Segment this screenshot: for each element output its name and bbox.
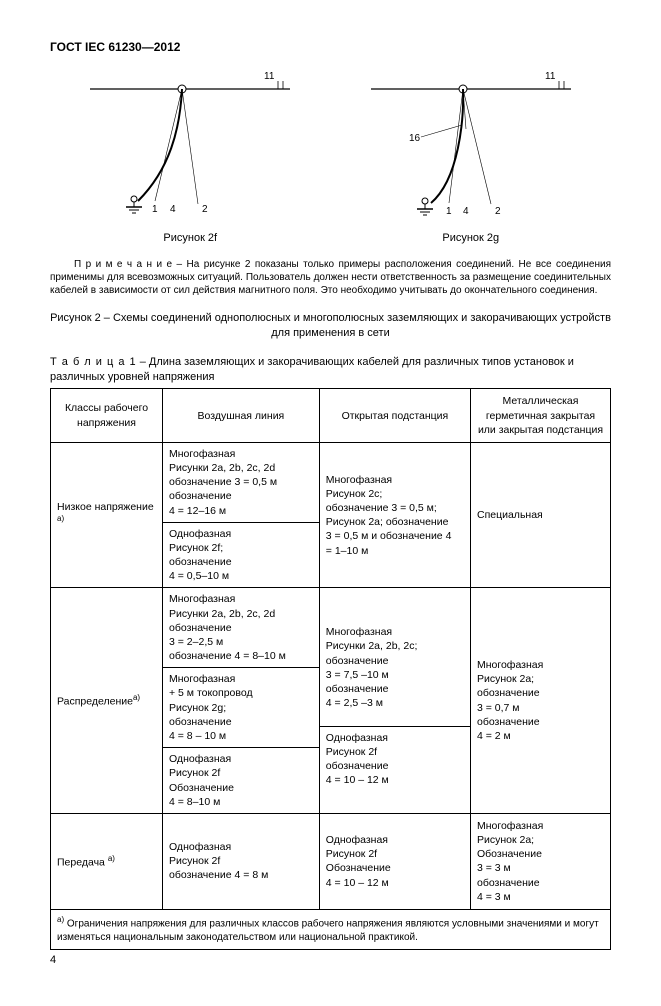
- th-class: Классы рабочего напряжения: [51, 389, 163, 443]
- cell-r1c4: Специальная: [470, 442, 610, 588]
- table-title-spaced: Т а б л и ц а 1: [50, 356, 137, 368]
- th-open-substation: Открытая подстанция: [319, 389, 470, 443]
- cell-r3c2: ОднофазнаяРисунок 2fобозначение 4 = 8 м: [163, 813, 320, 909]
- figure-2f-svg: 11 1 4 2: [80, 69, 300, 219]
- cell-r2c4: МногофазнаяРисунок 2a;обозначение3 = 0,7…: [470, 588, 610, 813]
- svg-text:11: 11: [545, 71, 556, 82]
- th-overhead: Воздушная линия: [163, 389, 320, 443]
- figure-2f-caption: Рисунок 2f: [80, 232, 300, 244]
- table-row: Передача a) ОднофазнаяРисунок 2fобозначе…: [51, 813, 611, 909]
- cell-r1c1: Низкое напряжение a): [51, 442, 163, 588]
- cell-r1c2: МногофазнаяРисунки 2a, 2b, 2c, 2dобознач…: [163, 442, 320, 588]
- table-row: Низкое напряжение a) МногофазнаяРисунки …: [51, 442, 611, 588]
- svg-text:11: 11: [264, 71, 275, 82]
- cell-r2c3: МногофазнаяРисунки 2a, 2b, 2c;обозначени…: [319, 588, 470, 813]
- figure-2f: 11 1 4 2 Рисунок 2f: [80, 69, 300, 244]
- svg-text:4: 4: [170, 204, 176, 215]
- page-number: 4: [50, 954, 611, 966]
- table-header-row: Классы рабочего напряжения Воздушная лин…: [51, 389, 611, 443]
- table-title: Т а б л и ц а 1 – Длина заземляющих и за…: [50, 355, 611, 385]
- doc-header: ГОСТ IEC 61230—2012: [50, 40, 611, 54]
- figure-2g-caption: Рисунок 2g: [361, 232, 581, 244]
- table-footnote-row: a) Ограничения напряжения для различных …: [51, 909, 611, 949]
- svg-text:2: 2: [495, 206, 501, 217]
- note-text: П р и м е ч а н и е – На рисунке 2 показ…: [50, 258, 611, 297]
- svg-text:2: 2: [202, 204, 208, 215]
- svg-text:16: 16: [409, 133, 421, 144]
- cell-r3c3: ОднофазнаяРисунок 2fОбозначение 4 = 10 –…: [319, 813, 470, 909]
- table-row: Распределениеa) МногофазнаяРисунки 2a, 2…: [51, 588, 611, 813]
- cell-r2c2: МногофазнаяРисунки 2a, 2b, 2c, 2dобознач…: [163, 588, 320, 813]
- svg-text:1: 1: [446, 206, 452, 217]
- th-enclosed: Металлическая герметичная закрытая или з…: [470, 389, 610, 443]
- figure-2g: 11 16 1 4 2 Рисунок 2g: [361, 69, 581, 244]
- figure-2g-svg: 11 16 1 4 2: [361, 69, 581, 219]
- figure-main-caption: Рисунок 2 – Схемы соединений однополюсны…: [50, 311, 611, 341]
- cell-r2c1: Распределениеa): [51, 588, 163, 813]
- cell-r3c4: МногофазнаяРисунок 2a;Обозначение3 = 3 м…: [470, 813, 610, 909]
- figures-row: 11 1 4 2 Рисунок 2f 11: [50, 69, 611, 244]
- cell-r3c1: Передача a): [51, 813, 163, 909]
- table-footnote: a) Ограничения напряжения для различных …: [51, 909, 611, 949]
- main-table: Классы рабочего напряжения Воздушная лин…: [50, 388, 611, 950]
- svg-text:4: 4: [463, 206, 469, 217]
- cell-r1c3: МногофазнаяРисунок 2с;обозначение 3 = 0,…: [319, 442, 470, 588]
- svg-text:1: 1: [152, 204, 158, 215]
